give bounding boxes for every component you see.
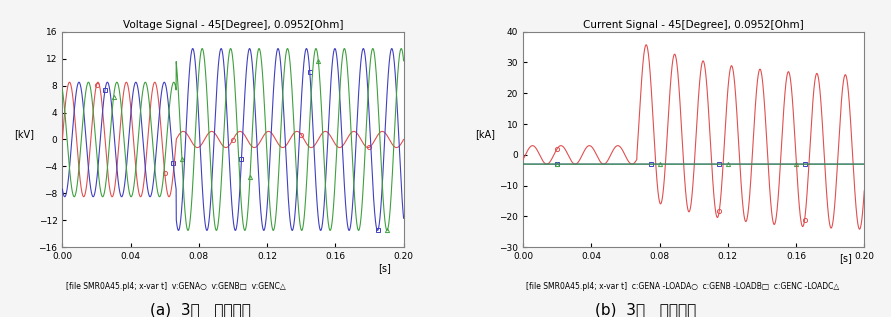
Text: (a)  3상   전압신호: (a) 3상 전압신호 — [150, 302, 251, 317]
Y-axis label: [kV]: [kV] — [14, 129, 35, 139]
Title: Current Signal - 45[Degree], 0.0952[Ohm]: Current Signal - 45[Degree], 0.0952[Ohm] — [584, 20, 804, 29]
Text: (b)  3상   전류신호: (b) 3상 전류신호 — [595, 302, 697, 317]
Title: Voltage Signal - 45[Degree], 0.0952[Ohm]: Voltage Signal - 45[Degree], 0.0952[Ohm] — [123, 20, 343, 29]
Text: [file SMR0A45.pl4; x-var t]  c:GENA -LOADA○  c:GENB -LOADB□  c:GENC -LOADC△: [file SMR0A45.pl4; x-var t] c:GENA -LOAD… — [527, 282, 839, 291]
Text: [s]: [s] — [838, 253, 852, 263]
Text: [file SMR0A45.pl4; x-var t]  v:GENA○  v:GENB□  v:GENC△: [file SMR0A45.pl4; x-var t] v:GENA○ v:GE… — [66, 282, 285, 291]
Y-axis label: [kA]: [kA] — [475, 129, 495, 139]
Text: [s]: [s] — [378, 263, 391, 273]
